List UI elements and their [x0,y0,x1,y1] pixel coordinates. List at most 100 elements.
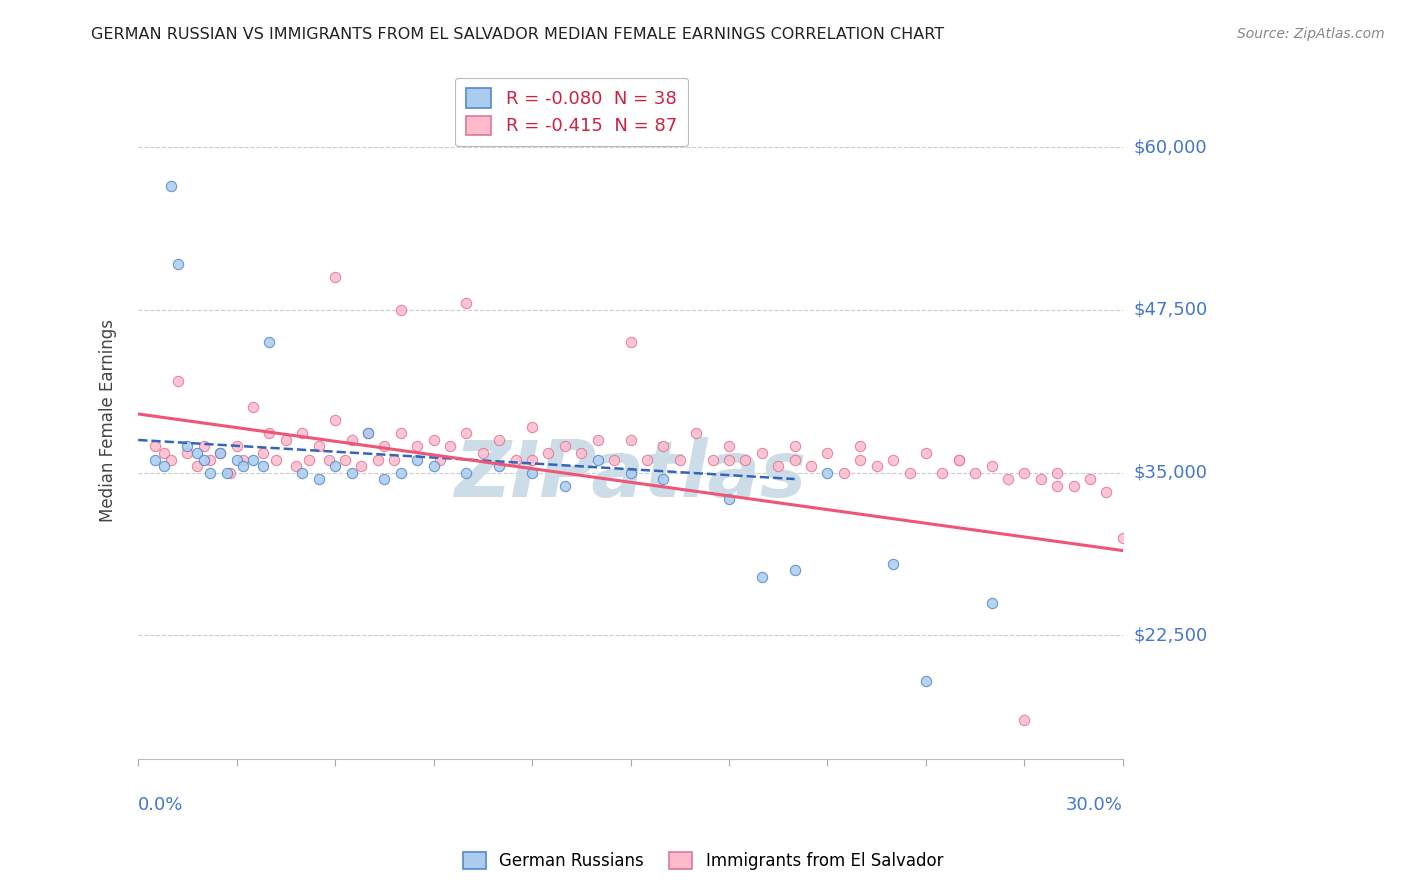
Point [717,440,740,454]
Point [389,302,412,317]
Point [422,433,444,447]
Point [166,375,188,389]
Point [668,452,690,467]
Point [232,458,254,473]
Text: $60,000: $60,000 [1135,138,1208,156]
Point [783,563,806,577]
Point [225,440,247,454]
Text: 0.0%: 0.0% [138,796,184,814]
Point [439,440,461,454]
Point [308,440,330,454]
Point [259,335,281,350]
Point [603,452,626,467]
Text: $35,000: $35,000 [1135,464,1208,482]
Point [242,452,264,467]
Point [931,466,953,480]
Point [1112,531,1135,545]
Point [200,452,222,467]
Point [915,673,938,688]
Point [817,446,839,460]
Point [915,446,938,460]
Point [866,458,889,473]
Point [456,296,478,310]
Point [965,466,987,480]
Point [373,472,395,486]
Point [209,446,232,460]
Point [1063,478,1085,492]
Point [209,446,232,460]
Point [456,426,478,441]
Point [817,466,839,480]
Point [569,446,592,460]
Point [367,452,389,467]
Point [389,466,412,480]
Point [264,452,287,467]
Text: ZIPatlas: ZIPatlas [454,436,807,513]
Point [1014,713,1036,727]
Point [143,440,166,454]
Point [252,458,274,473]
Point [373,440,395,454]
Point [284,458,307,473]
Point [586,452,609,467]
Point [505,452,527,467]
Point [225,452,247,467]
Point [406,452,429,467]
Point [153,458,176,473]
Point [389,426,412,441]
Point [274,433,297,447]
Point [783,440,806,454]
Point [948,452,970,467]
Point [259,426,281,441]
Point [215,466,238,480]
Point [520,420,543,434]
Point [340,466,363,480]
Point [323,270,346,285]
Point [143,452,166,467]
Point [298,452,321,467]
Point [193,440,215,454]
Point [176,446,198,460]
Y-axis label: Median Female Earnings: Median Female Earnings [100,319,117,522]
Point [751,569,773,583]
Point [1046,478,1069,492]
Point [186,458,208,473]
Point [717,491,740,506]
Point [586,433,609,447]
Point [1014,466,1036,480]
Point [1046,466,1069,480]
Point [160,179,183,194]
Point [717,452,740,467]
Text: 30.0%: 30.0% [1066,796,1123,814]
Point [520,452,543,467]
Text: $22,500: $22,500 [1135,626,1208,644]
Point [200,466,222,480]
Point [193,452,215,467]
Point [471,446,494,460]
Point [898,466,921,480]
Point [702,452,724,467]
Text: $47,500: $47,500 [1135,301,1208,318]
Point [882,557,904,571]
Point [1029,472,1052,486]
Point [849,452,872,467]
Point [554,440,576,454]
Point [357,426,380,441]
Point [997,472,1019,486]
Point [340,433,363,447]
Point [800,458,823,473]
Point [382,452,405,467]
Point [734,452,756,467]
Point [153,446,176,460]
Point [619,433,641,447]
Point [219,466,242,480]
Point [252,446,274,460]
Legend: German Russians, Immigrants from El Salvador: German Russians, Immigrants from El Salv… [456,845,950,877]
Point [308,472,330,486]
Point [186,446,208,460]
Point [554,478,576,492]
Point [1095,485,1118,500]
Point [636,452,658,467]
Point [652,472,675,486]
Point [619,335,641,350]
